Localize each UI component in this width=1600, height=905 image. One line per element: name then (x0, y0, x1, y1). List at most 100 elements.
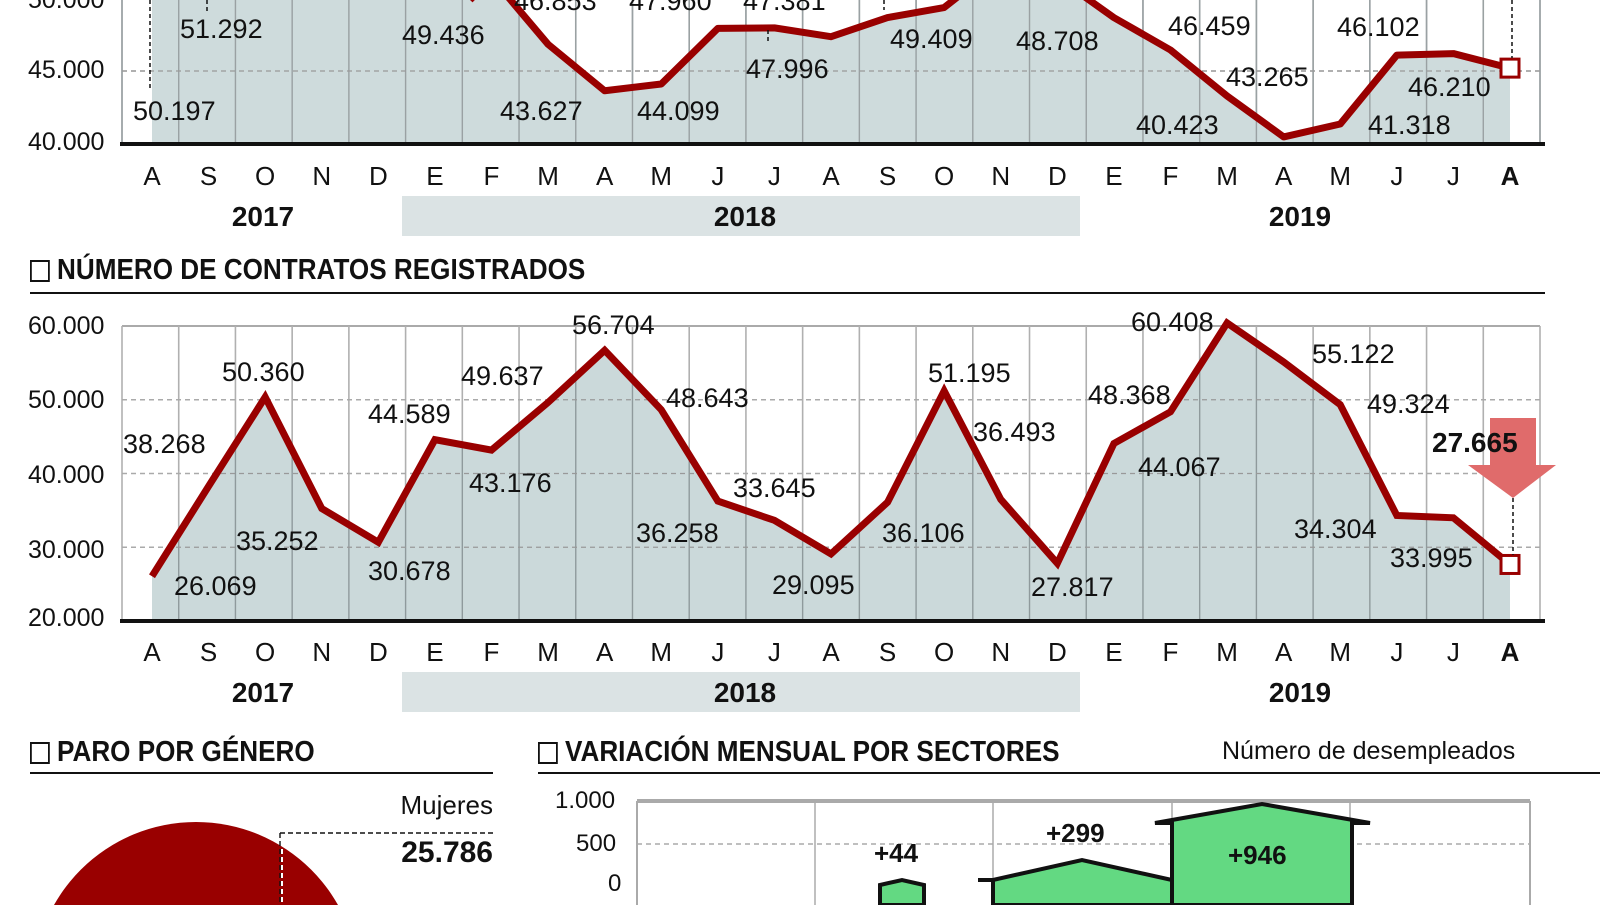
sector-bar-label: +299 (1046, 818, 1105, 848)
x-tick-label: J (711, 161, 724, 191)
contratos-y-tick: 50.000 (28, 386, 105, 414)
x-tick-label: A (822, 161, 840, 191)
contratos-y-tick: 40.000 (28, 461, 105, 489)
contratos-data-label: 43.176 (469, 468, 552, 498)
contratos-data-label: 50.360 (222, 357, 305, 387)
x-tick-label: F (1163, 637, 1179, 667)
x-tick-label: D (369, 637, 388, 667)
contratos-data-label: 26.069 (174, 571, 257, 601)
x-tick-label: J (711, 637, 724, 667)
genero-pie-chart (53, 822, 493, 905)
contratos-data-label: 44.589 (368, 399, 451, 429)
paro-data-label: 51.292 (180, 14, 263, 44)
sector-bar-2 (978, 857, 1174, 905)
contratos-data-label: 48.643 (666, 383, 749, 413)
contratos-data-label: 49.637 (461, 361, 544, 391)
x-tick-label: D (369, 161, 388, 191)
contratos-line (149, 318, 1513, 579)
x-tick-label: S (200, 161, 217, 191)
paro-area-chart: 50.197 51.292 49.436 46.853 43.627 47.960 44.0… (120, 0, 1545, 236)
paro-data-label: 47.996 (746, 54, 829, 84)
square-bullet-icon (30, 259, 50, 282)
sectores-y-tick: 0 (608, 870, 622, 897)
x-tick-label: E (426, 637, 443, 667)
paro-area-fill (152, 0, 1510, 143)
sector-bar-1 (878, 877, 926, 905)
paro-data-label: 47.381 (743, 0, 826, 16)
contratos-data-label: 34.304 (1294, 514, 1377, 544)
x-tick-label: E (426, 161, 443, 191)
year-label: 2019 (1269, 677, 1331, 708)
x-tick-label: M (650, 161, 672, 191)
x-tick-label: A (1501, 161, 1520, 191)
x-tick-label: O (934, 161, 954, 191)
paro-data-label: 49.409 (890, 24, 973, 54)
paro-data-label: 46.210 (1408, 72, 1491, 102)
x-tick-label: J (768, 637, 781, 667)
sectores-subtitle: Número de desempleados (1222, 737, 1516, 765)
contratos-data-label: 38.268 (123, 429, 206, 459)
paro-line (470, 0, 1511, 141)
x-tick-label: D (1048, 161, 1067, 191)
contratos-data-label: 49.324 (1367, 389, 1450, 419)
x-tick-label: A (596, 161, 614, 191)
contratos-data-label: 48.368 (1088, 380, 1171, 410)
x-tick-label: M (1216, 637, 1238, 667)
x-tick-label: N (991, 637, 1010, 667)
x-tick-label: J (768, 161, 781, 191)
year-band-2018 (402, 196, 1080, 236)
paro-current-marker (1499, 57, 1521, 79)
x-tick-label: F (1163, 161, 1179, 191)
year-label: 2017 (232, 201, 294, 232)
sector-bar-label: +946 (1228, 840, 1287, 870)
contratos-data-label: 60.408 (1131, 307, 1214, 337)
sectores-section-title: VARIACIÓN MENSUAL POR SECTORES (538, 736, 1060, 769)
x-tick-label: S (879, 161, 896, 191)
contratos-data-label: 33.995 (1390, 543, 1473, 573)
x-tick-label: D (1048, 637, 1067, 667)
contratos-title-text: NÚMERO DE CONTRATOS REGISTRADOS (57, 254, 586, 286)
down-arrow-icon (1468, 418, 1556, 498)
contratos-data-label: 36.258 (636, 518, 719, 548)
contratos-section-title: NÚMERO DE CONTRATOS REGISTRADOS (30, 254, 585, 287)
year-label: 2018 (714, 201, 776, 232)
contratos-data-label: 33.645 (733, 473, 816, 503)
sector-bar-3 (1154, 801, 1371, 905)
sectores-y-tick: 500 (576, 830, 617, 857)
contratos-data-label: 29.095 (772, 570, 855, 600)
x-tick-label: M (1329, 637, 1351, 667)
contratos-data-label: 27.817 (1031, 572, 1114, 602)
contratos-area-chart: 38.268 26.069 50.360 35.252 30.678 44.589 43.1… (120, 307, 1556, 712)
paro-y-tick: 40.000 (28, 128, 105, 156)
x-tick-label: M (650, 637, 672, 667)
paro-data-label: 46.102 (1337, 12, 1420, 42)
contratos-data-label: 30.678 (368, 556, 451, 586)
x-tick-label: O (255, 637, 275, 667)
paro-data-label: 43.627 (500, 96, 583, 126)
x-tick-label: A (1501, 637, 1520, 667)
contratos-highlight-value: 27.665 (1432, 427, 1518, 458)
x-tick-label: M (537, 637, 559, 667)
sectores-title-text: VARIACIÓN MENSUAL POR SECTORES (565, 736, 1060, 768)
contratos-area-fill (152, 322, 1510, 621)
genero-title-text: PARO POR GÉNERO (57, 736, 315, 768)
paro-data-label: 47.960 (629, 0, 712, 16)
paro-data-label: 46.459 (1168, 11, 1251, 41)
contratos-y-tick: 30.000 (28, 536, 105, 564)
x-tick-label: N (312, 161, 331, 191)
contratos-title-rule (30, 292, 1545, 294)
sector-bar-label: +44 (874, 838, 919, 868)
contratos-y-tick: 60.000 (28, 312, 105, 340)
x-tick-label: A (596, 637, 614, 667)
year-label: 2017 (232, 677, 294, 708)
paro-y-tick: 45.000 (28, 56, 105, 84)
contratos-current-marker (1499, 553, 1521, 575)
x-tick-label: S (200, 637, 217, 667)
paro-data-label: 50.197 (133, 96, 216, 126)
x-tick-label: J (1390, 161, 1403, 191)
paro-data-label: 41.318 (1368, 110, 1451, 140)
contratos-data-label: 44.067 (1138, 452, 1221, 482)
x-tick-label: A (822, 637, 840, 667)
contratos-data-label: 56.704 (572, 310, 655, 340)
